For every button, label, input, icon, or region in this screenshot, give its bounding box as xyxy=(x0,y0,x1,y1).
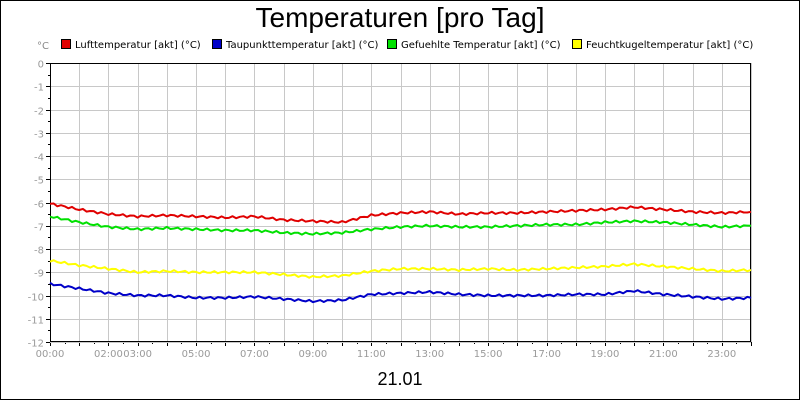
x-tick-label: 19:00 xyxy=(591,349,620,360)
series-line-taupunkttemperatur xyxy=(49,281,752,304)
legend-label-feuchtkugeltemperatur: Feuchtkugeltemperatur [akt] (°C) xyxy=(586,40,754,51)
plot-background xyxy=(50,63,751,342)
y-tick-label: -9 xyxy=(34,269,44,280)
x-tick-label: 23:00 xyxy=(707,349,736,360)
legend-label-gefuehlte-temperatur: Gefuehlte Temperatur [akt] (°C) xyxy=(401,40,561,51)
y-tick-label: -1 xyxy=(34,83,44,94)
y-tick-label: -6 xyxy=(34,200,44,211)
legend-label-taupunkttemperatur: Taupunkttemperatur [akt] (°C) xyxy=(226,40,379,51)
y-tick-label: -5 xyxy=(34,176,44,187)
legend-item-taupunkttemperatur: Taupunkttemperatur [akt] (°C) xyxy=(212,39,378,51)
y-tick-label: -8 xyxy=(34,246,44,257)
series-line-lufttemperatur xyxy=(49,202,752,224)
y-tick-label: -7 xyxy=(34,223,44,234)
x-tick-label: 05:00 xyxy=(182,349,211,360)
x-tick-label: 03:00 xyxy=(123,349,152,360)
x-tick-label: 09:00 xyxy=(298,349,327,360)
x-tick-label: 13:00 xyxy=(415,349,444,360)
plot-border xyxy=(50,63,751,342)
x-tick-label: 17:00 xyxy=(532,349,561,360)
legend-label-lufttemperatur: Lufttemperatur [akt] (°C) xyxy=(75,40,201,51)
legend-swatch-feuchtkugeltemperatur xyxy=(572,39,582,49)
series-line-feuchtkugeltemperatur xyxy=(49,259,752,279)
legend-swatch-taupunkttemperatur xyxy=(212,39,222,49)
x-tick-label: 11:00 xyxy=(357,349,386,360)
y-axis-unit: °C xyxy=(37,41,49,52)
y-tick-label: -3 xyxy=(34,130,44,141)
legend-swatch-lufttemperatur xyxy=(61,39,71,49)
y-tick-label: -4 xyxy=(34,153,44,164)
y-tick-label: -12 xyxy=(28,339,44,350)
x-tick-label: 15:00 xyxy=(474,349,503,360)
x-tick-label: 02:00 xyxy=(94,349,123,360)
x-tick-label: 07:00 xyxy=(240,349,269,360)
x-axis-date-label: 21.01 xyxy=(377,369,423,389)
chart-title: Temperaturen [pro Tag] xyxy=(255,2,545,33)
x-tick-label: 21:00 xyxy=(649,349,678,360)
legend-swatch-gefuehlte-temperatur xyxy=(387,39,397,49)
y-tick-label: -11 xyxy=(28,316,44,327)
legend-item-feuchtkugeltemperatur: Feuchtkugeltemperatur [akt] (°C) xyxy=(572,39,753,51)
y-tick-label: 0 xyxy=(38,60,44,71)
legend-item-gefuehlte-temperatur: Gefuehlte Temperatur [akt] (°C) xyxy=(387,39,560,51)
series-line-gefuehlte-temperatur xyxy=(49,215,752,236)
y-tick-label: -2 xyxy=(34,107,44,118)
legend-item-lufttemperatur: Lufttemperatur [akt] (°C) xyxy=(61,39,201,51)
y-tick-label: -10 xyxy=(28,293,44,304)
x-tick-label: 00:00 xyxy=(36,349,65,360)
